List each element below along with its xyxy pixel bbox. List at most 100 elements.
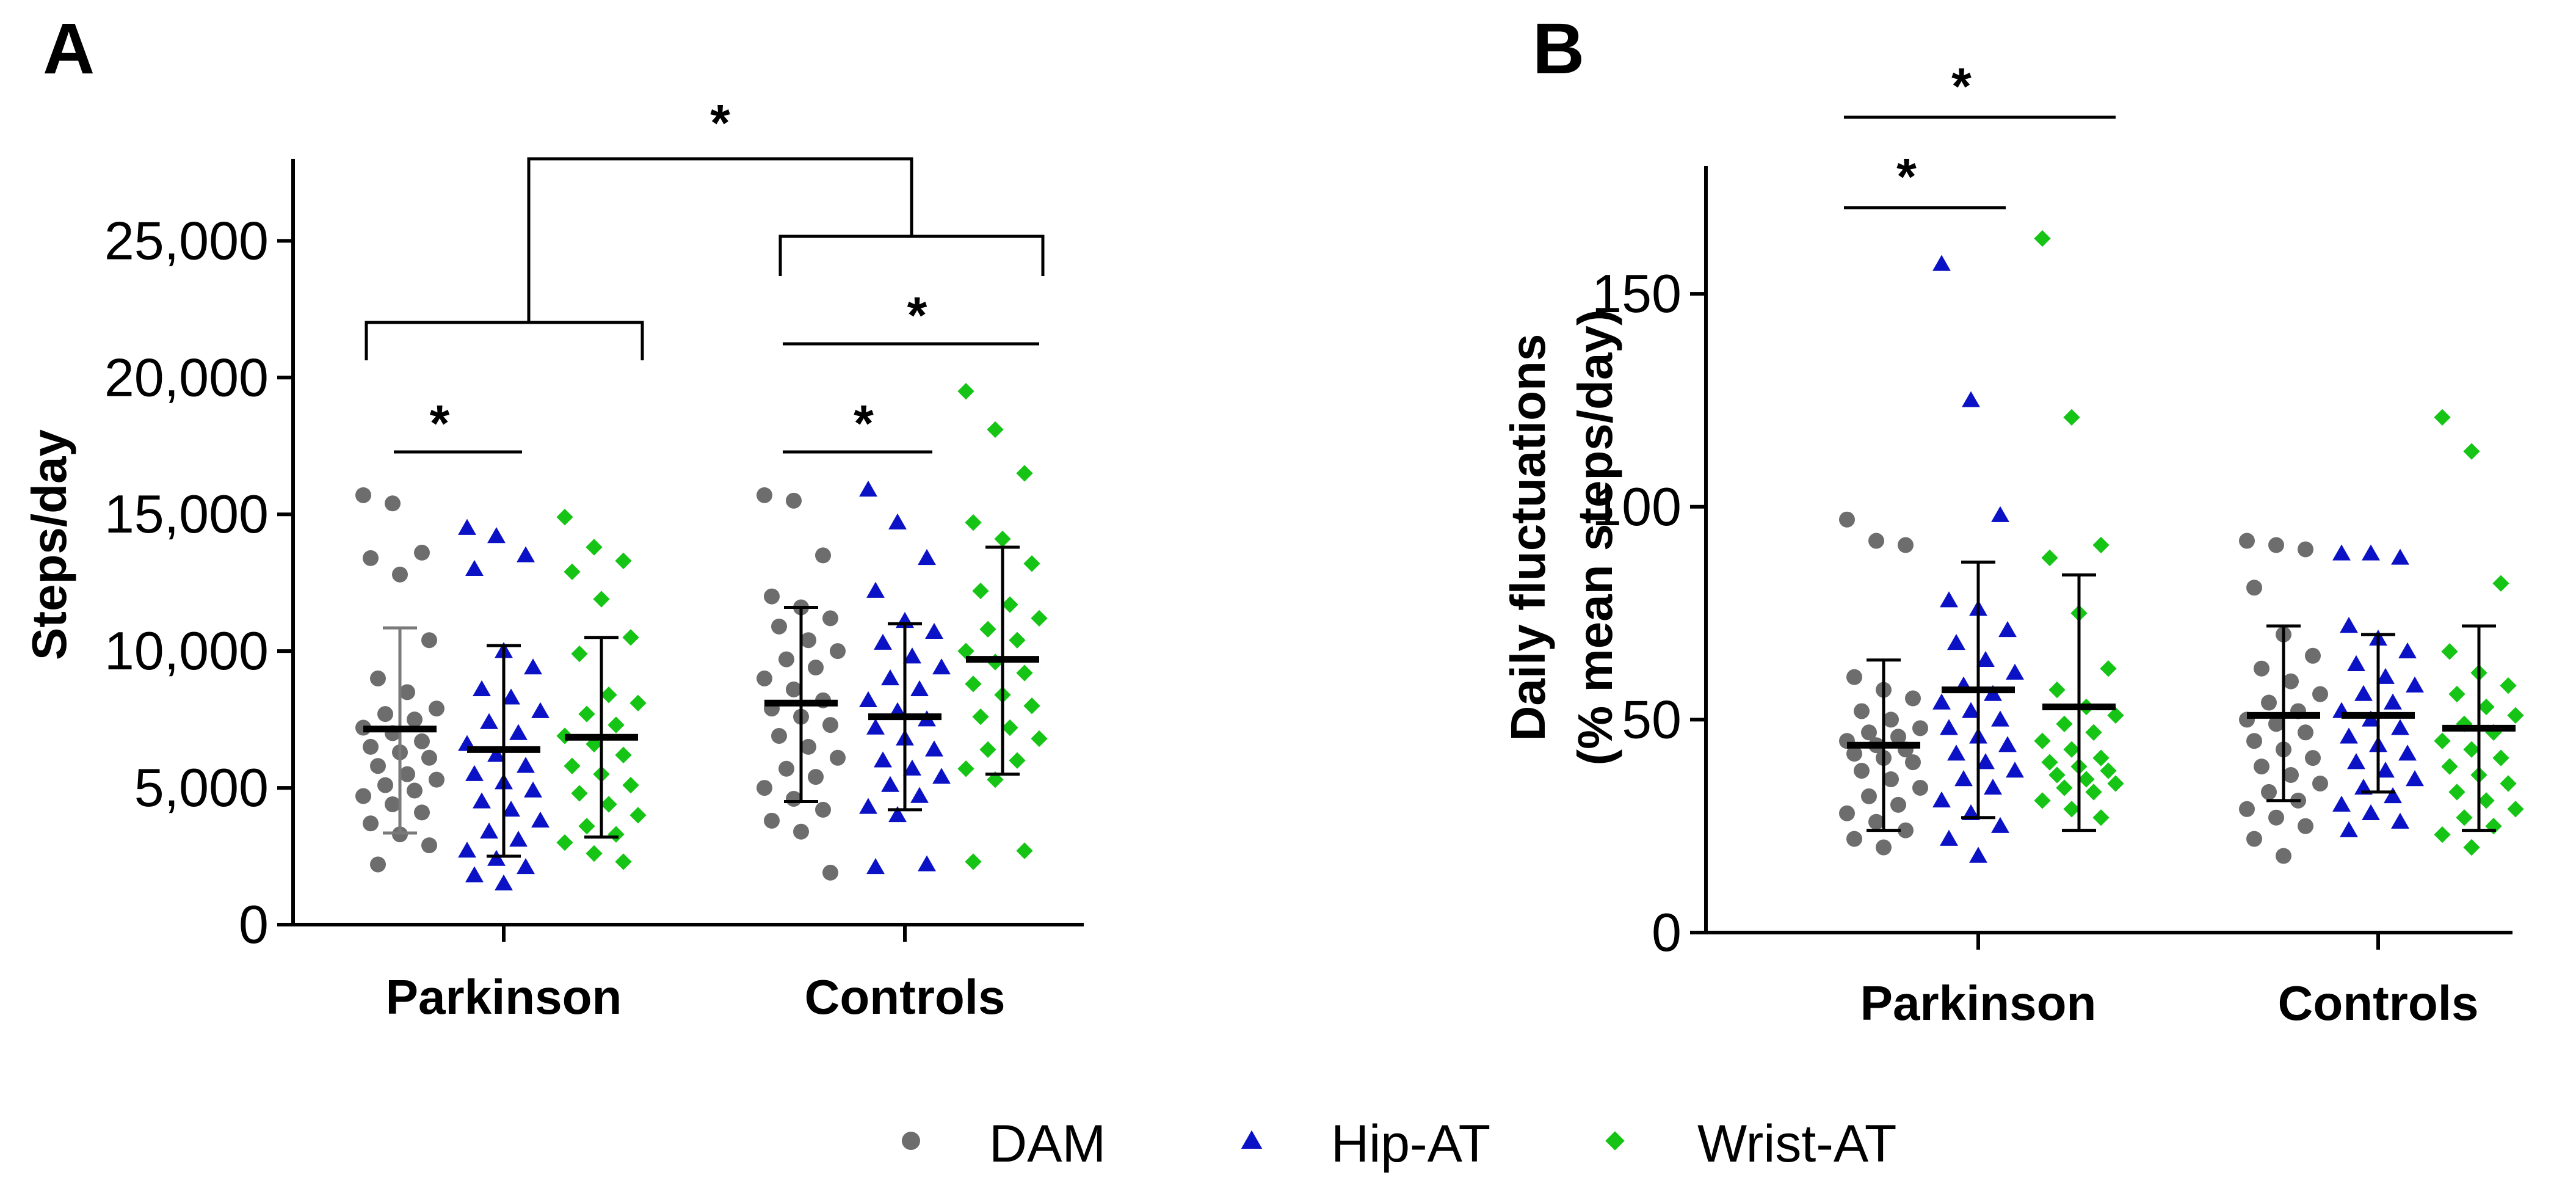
panel-a-dam-controls-point bbox=[800, 738, 816, 755]
panel-a-hip-at-parkinson-point bbox=[509, 831, 528, 847]
panel-a-hip-at-controls-point bbox=[859, 480, 877, 497]
panel-b-dam-parkinson-point bbox=[1898, 822, 1914, 839]
panel-a-dam-parkinson-point bbox=[370, 670, 386, 686]
panel-a-dam-controls-point bbox=[756, 487, 772, 503]
panel-b-hip-at-parkinson-point bbox=[1940, 719, 1958, 735]
panel-b-dam-parkinson-point bbox=[1846, 831, 1862, 847]
panel-b-hip-at-parkinson-point bbox=[1998, 621, 2017, 638]
panel-a-dam-controls-point bbox=[808, 660, 824, 676]
panel-a-dam-parkinson-point bbox=[399, 684, 415, 700]
panel-b-annotations: ** bbox=[1844, 57, 2116, 209]
panel-a-dam-controls-point bbox=[830, 749, 846, 766]
panel-a-dam-controls-point bbox=[822, 864, 838, 881]
panel-b-y-axis-title-line2: (% mean steps/day) bbox=[1568, 310, 1622, 766]
panel-a-y-tick-label-15000: 15,000 bbox=[104, 484, 269, 544]
panel-a-hip-at-controls-point bbox=[881, 669, 899, 686]
panel-a-dam-parkinson-point bbox=[370, 856, 386, 873]
panel-b-dam-parkinson-point bbox=[1846, 669, 1862, 685]
panel-b-dam-controls-point bbox=[2276, 848, 2291, 864]
panel-a-dam-parkinson-point bbox=[363, 550, 379, 566]
panel-b-dam-controls-point bbox=[2283, 673, 2299, 689]
panel-a-wrist-at-controls-point bbox=[965, 514, 982, 531]
panel-b-hip-at-controls-point bbox=[2340, 821, 2358, 837]
panel-b-hip-at-controls-point bbox=[2347, 655, 2365, 671]
panel-a-hip-at-controls-point bbox=[918, 855, 936, 871]
panel-b-wrist-at-parkinson-point bbox=[2063, 409, 2080, 426]
panel-b-axes: 0 50 100 150 Parkinson Controls bbox=[1592, 166, 2513, 1030]
panel-b-wrist-at-controls-point bbox=[2456, 809, 2473, 826]
panel-b-wrist-at-parkinson-point bbox=[2041, 754, 2058, 771]
legend-label-wrist-at: Wrist-AT bbox=[1697, 1115, 1896, 1173]
panel-b-dam-parkinson-point bbox=[1890, 796, 1906, 813]
panel-b-hip-at-parkinson-point bbox=[1991, 506, 2009, 522]
panel-b-dam-parkinson-point bbox=[1846, 746, 1862, 762]
panel-b-wrist-at-parkinson-point bbox=[2085, 724, 2102, 741]
panel-a-hip-at-parkinson-point bbox=[480, 822, 498, 839]
panel-b-hip-at-parkinson-point bbox=[1984, 778, 2002, 795]
panel-a-hip-at-parkinson-point bbox=[502, 688, 520, 705]
panel-b-dam-parkinson-point bbox=[1905, 690, 1921, 707]
panel-a-wrist-at-controls-point bbox=[1001, 719, 1018, 737]
panel-a-dam-parkinson-point bbox=[363, 815, 379, 832]
panel-a-hip-at-parkinson-point bbox=[531, 702, 550, 718]
panel-a-bracket-controls bbox=[778, 235, 1045, 276]
panel-a-wrist-at-controls-point bbox=[1016, 842, 1033, 859]
panel-a-wrist-at-parkinson-point bbox=[615, 746, 632, 763]
panel-a-hip-at-parkinson-point bbox=[517, 858, 535, 875]
panel-b-dam-controls-point bbox=[2312, 686, 2328, 702]
legend: DAM Hip-AT Wrist-AT bbox=[902, 1115, 1896, 1173]
panel-b-wrist-at-parkinson-point bbox=[2107, 775, 2124, 792]
panel-a-y-tick-label-20000: 20,000 bbox=[104, 347, 269, 407]
panel-a-letter: A bbox=[43, 9, 95, 89]
panel-a-dam-controls-point bbox=[771, 618, 787, 635]
panel-a-wrist-at-parkinson-point bbox=[556, 834, 573, 851]
panel-b-hip-at-controls-point bbox=[2391, 548, 2409, 565]
panel-b-wrist-at-parkinson-point bbox=[2078, 771, 2095, 788]
panel-a-y-tick-label-25000: 25,000 bbox=[104, 210, 269, 271]
panel-b-wrist-at-controls-point bbox=[2500, 775, 2517, 792]
panel-a-wrist-at-parkinson-point bbox=[615, 552, 632, 569]
panel-a-dam-parkinson-point bbox=[355, 487, 371, 503]
panel-a-dam-parkinson-point bbox=[407, 782, 423, 799]
panel-a-wrist-at-parkinson-point bbox=[564, 563, 581, 580]
panel-b-dam-parkinson-point bbox=[1854, 763, 1870, 779]
panel-a-x-label-controls: Controls bbox=[805, 970, 1006, 1024]
panel-a-hip-at-controls-point bbox=[918, 548, 936, 566]
panel-b-dam-controls-point bbox=[2268, 537, 2284, 553]
panel-a-dam-controls-point bbox=[778, 760, 794, 777]
panel-a-sig-star-groups: * bbox=[710, 94, 730, 151]
panel-a-hip-at-controls-point bbox=[925, 740, 943, 757]
panel-b-hip-at-controls-point bbox=[2384, 693, 2402, 710]
panel-b-wrist-at-parkinson-point bbox=[2063, 741, 2080, 758]
panel-a-sig-star-controls-dam-wrist: * bbox=[907, 286, 927, 344]
panel-b-hip-at-parkinson-point bbox=[1962, 702, 1980, 718]
panel-a-hip-at-parkinson-point bbox=[473, 680, 491, 697]
panel-b-hip-at-parkinson-point bbox=[1940, 591, 1958, 608]
panel-b-hip-at-parkinson-point bbox=[1976, 650, 1995, 667]
panel-b-hip-at-parkinson-point bbox=[1976, 753, 1995, 770]
panel-a-dam-parkinson-point bbox=[399, 766, 415, 782]
panel-a-wrist-at-parkinson-point bbox=[600, 686, 617, 704]
panel-b-dam-parkinson-point bbox=[1883, 711, 1899, 728]
panel-a-wrist-at-parkinson-point bbox=[608, 826, 625, 843]
panel-a-hip-at-controls-point bbox=[925, 622, 943, 639]
panel-a-hip-at-controls-point bbox=[859, 798, 877, 814]
legend-label-hip-at: Hip-AT bbox=[1331, 1115, 1490, 1173]
panel-b-hip-at-parkinson-point bbox=[2006, 663, 2024, 680]
panel-a-wrist-at-parkinson-point bbox=[622, 776, 639, 794]
panel-a-sig-star-controls-dam-hip: * bbox=[854, 395, 874, 452]
panel-b-hip-at-parkinson-point bbox=[1947, 633, 1965, 650]
panel-a-hip-at-controls-point bbox=[932, 658, 951, 675]
panel-a-wrist-at-controls-point bbox=[987, 421, 1004, 438]
panel-a-dam-controls-point bbox=[786, 492, 802, 509]
panel-a-dam-parkinson-point bbox=[421, 632, 437, 649]
panel-a-hip-at-controls-point bbox=[866, 718, 885, 735]
panel-a-wrist-at-parkinson-point bbox=[571, 785, 588, 802]
panel-b-hip-at-controls-point bbox=[2398, 642, 2417, 659]
panel-b-sig-star-dam-wrist: * bbox=[1951, 57, 1972, 115]
legend-label-dam: DAM bbox=[989, 1115, 1106, 1173]
panel-b-dam-controls-point bbox=[2298, 541, 2313, 558]
panel-b-dam-controls-point bbox=[2298, 724, 2313, 741]
panel-a-hip-at-parkinson-point bbox=[465, 866, 484, 882]
